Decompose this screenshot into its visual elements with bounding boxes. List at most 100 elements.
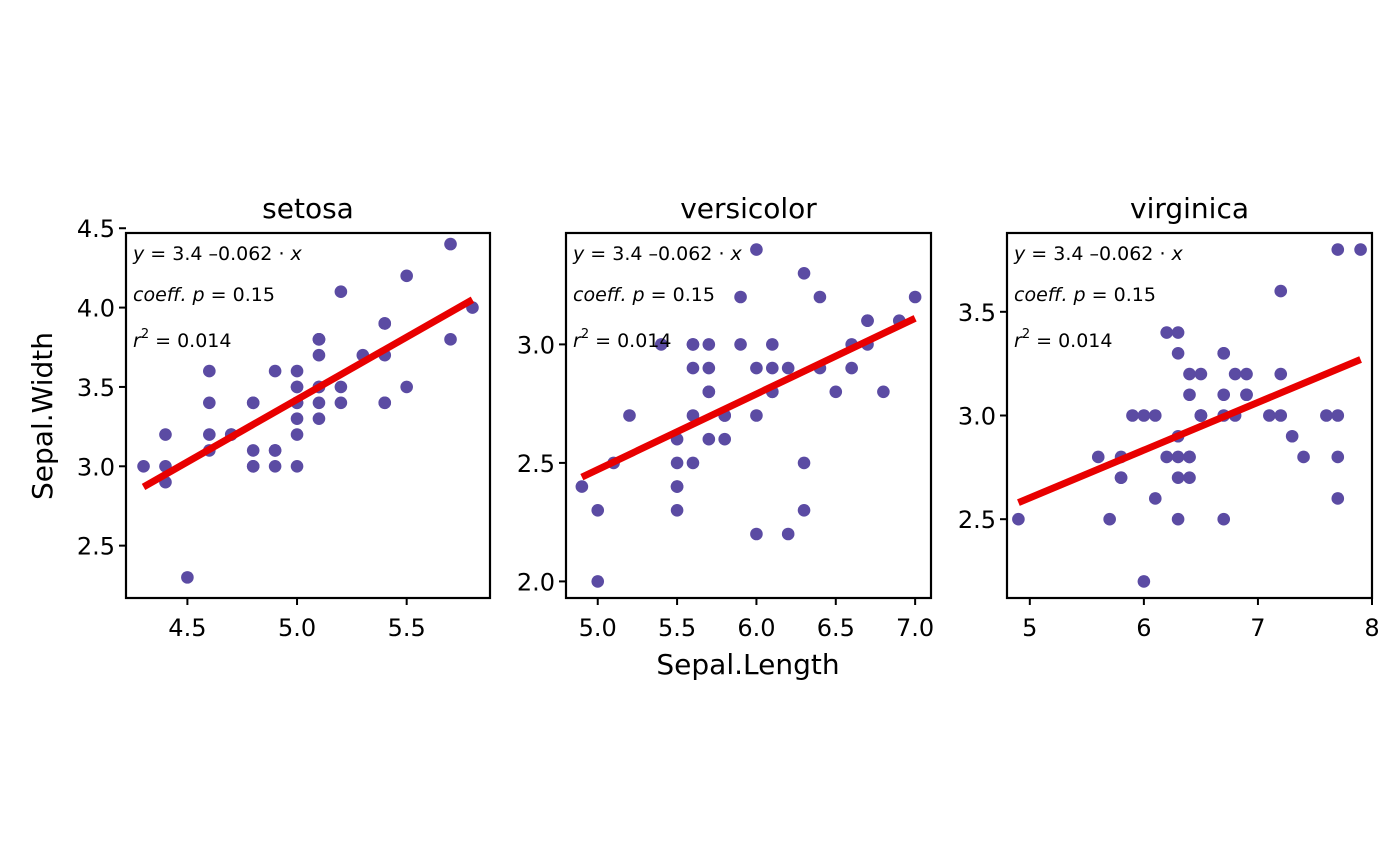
data-point bbox=[1137, 575, 1151, 588]
data-point bbox=[246, 396, 260, 410]
coeff-p-label: coeff. p = 0.15 bbox=[573, 284, 715, 306]
facet-panel-setosa: setosa y = 3.4 –0.062 · x coeff. p = 0.15 r… bbox=[77, 192, 492, 642]
x-tick-label: 5.0 bbox=[278, 614, 316, 642]
data-point bbox=[1171, 450, 1185, 464]
data-point bbox=[1114, 471, 1128, 485]
data-point bbox=[334, 380, 348, 394]
data-point bbox=[159, 428, 172, 441]
data-point bbox=[400, 380, 413, 394]
data-point bbox=[444, 237, 457, 251]
y-tick-label: 4.0 bbox=[77, 295, 115, 323]
data-point bbox=[734, 338, 747, 351]
data-point bbox=[334, 396, 348, 410]
facet-panel-virginica: virginica y = 3.4 –0.062 · x coeff. p = 0.… bbox=[958, 192, 1380, 642]
y-tick-label: 2.5 bbox=[517, 450, 555, 478]
data-point bbox=[1148, 492, 1162, 505]
x-tick-label: 4.5 bbox=[168, 614, 206, 642]
data-point bbox=[1012, 512, 1025, 526]
x-tick-label: 7 bbox=[1250, 614, 1265, 642]
facet-panel-versicolor: versicolor y = 3.4 –0.062 · x coeff. p = 0… bbox=[517, 192, 934, 642]
data-point bbox=[400, 269, 413, 283]
data-point bbox=[312, 348, 326, 362]
x-tick-label: 8 bbox=[1364, 614, 1379, 642]
data-point bbox=[203, 364, 216, 378]
x-tick-label: 5.5 bbox=[658, 614, 696, 642]
coeff-p-label: coeff. p = 0.15 bbox=[1014, 284, 1156, 306]
data-point bbox=[312, 396, 326, 410]
points-layer bbox=[1012, 243, 1367, 588]
data-point bbox=[702, 361, 716, 375]
data-point bbox=[312, 333, 326, 346]
data-point bbox=[312, 412, 326, 425]
data-point bbox=[1274, 409, 1288, 422]
data-point bbox=[1354, 243, 1367, 256]
data-point bbox=[797, 456, 811, 470]
data-point bbox=[290, 459, 304, 473]
y-tick-label: 2.5 bbox=[958, 506, 996, 534]
data-point bbox=[908, 290, 922, 304]
data-point bbox=[1297, 450, 1310, 464]
data-point bbox=[686, 361, 700, 375]
data-point bbox=[591, 504, 605, 517]
data-point bbox=[1171, 346, 1185, 360]
x-tick-label: 6.5 bbox=[817, 614, 855, 642]
y-tick-label: 3.0 bbox=[77, 453, 115, 481]
data-point bbox=[1274, 367, 1288, 381]
data-point bbox=[1285, 429, 1299, 443]
y-tick-label: 3.5 bbox=[77, 374, 115, 402]
data-point bbox=[1331, 450, 1345, 464]
data-point bbox=[1137, 409, 1151, 422]
data-point bbox=[702, 432, 716, 446]
data-point bbox=[829, 385, 843, 399]
y-tick-label: 3.0 bbox=[958, 403, 996, 431]
data-point bbox=[1183, 450, 1196, 464]
data-point bbox=[290, 364, 304, 378]
data-point bbox=[290, 412, 304, 425]
data-point bbox=[797, 504, 811, 517]
x-tick-label: 7.0 bbox=[896, 614, 934, 642]
data-point bbox=[670, 504, 684, 517]
y-tick-label: 2.0 bbox=[517, 568, 555, 596]
regression-line bbox=[580, 315, 917, 481]
data-point bbox=[766, 361, 779, 375]
data-point bbox=[750, 409, 763, 422]
y-tick-label: 3.5 bbox=[958, 299, 996, 327]
x-tick-label: 6.0 bbox=[737, 614, 775, 642]
data-point bbox=[654, 338, 668, 351]
data-point bbox=[750, 361, 763, 375]
x-tick-label: 5.5 bbox=[388, 614, 426, 642]
data-point bbox=[1194, 367, 1208, 381]
r-squared-label: r2 = 0.014 bbox=[1014, 327, 1113, 352]
x-tick-label: 5.0 bbox=[579, 614, 617, 642]
y-tick-label: 3.0 bbox=[517, 331, 555, 359]
y-axis-label: Sepal.Width bbox=[26, 332, 59, 500]
data-point bbox=[203, 396, 216, 410]
data-point bbox=[1331, 492, 1345, 505]
data-point bbox=[203, 428, 216, 441]
data-point bbox=[1274, 284, 1288, 298]
data-point bbox=[444, 333, 457, 346]
data-point bbox=[1217, 512, 1231, 526]
data-point bbox=[750, 527, 763, 541]
data-point bbox=[1126, 409, 1139, 422]
data-point bbox=[1103, 512, 1116, 526]
data-point bbox=[268, 459, 282, 473]
data-point bbox=[1171, 512, 1185, 526]
data-point bbox=[378, 317, 392, 330]
data-point bbox=[734, 290, 747, 304]
y-tick-label: 4.5 bbox=[77, 215, 115, 243]
data-point bbox=[861, 314, 874, 327]
data-point bbox=[1160, 326, 1173, 339]
r-squared-label: r2 = 0.014 bbox=[573, 327, 672, 352]
data-point bbox=[1217, 346, 1231, 360]
data-point bbox=[1331, 409, 1345, 422]
data-point bbox=[334, 285, 348, 299]
data-point bbox=[877, 385, 890, 399]
data-point bbox=[813, 290, 827, 304]
facet-title: setosa bbox=[262, 192, 354, 225]
data-point bbox=[1183, 388, 1196, 402]
data-point bbox=[623, 409, 636, 422]
data-point bbox=[686, 456, 700, 470]
data-point bbox=[1160, 450, 1173, 464]
data-point bbox=[1171, 326, 1185, 339]
